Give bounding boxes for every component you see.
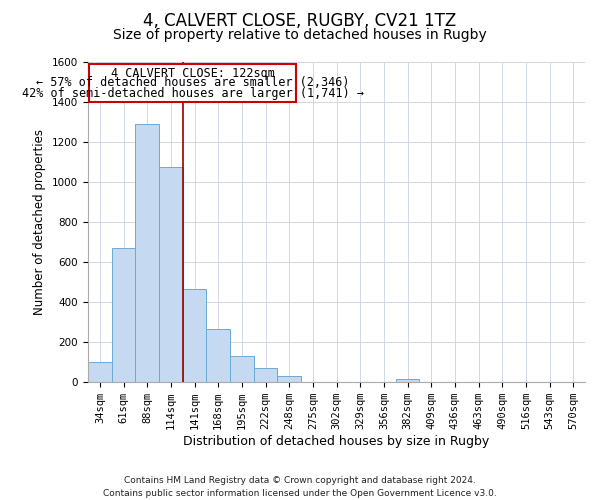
Bar xyxy=(230,356,254,382)
Y-axis label: Number of detached properties: Number of detached properties xyxy=(34,128,46,314)
FancyBboxPatch shape xyxy=(89,64,296,102)
Text: Contains HM Land Registry data © Crown copyright and database right 2024.
Contai: Contains HM Land Registry data © Crown c… xyxy=(103,476,497,498)
Text: 4 CALVERT CLOSE: 122sqm: 4 CALVERT CLOSE: 122sqm xyxy=(111,66,275,80)
Text: ← 57% of detached houses are smaller (2,346): ← 57% of detached houses are smaller (2,… xyxy=(36,76,349,89)
Bar xyxy=(254,368,277,382)
Bar xyxy=(182,288,206,382)
X-axis label: Distribution of detached houses by size in Rugby: Distribution of detached houses by size … xyxy=(184,434,490,448)
Text: 4, CALVERT CLOSE, RUGBY, CV21 1TZ: 4, CALVERT CLOSE, RUGBY, CV21 1TZ xyxy=(143,12,457,30)
Bar xyxy=(88,362,112,382)
Bar xyxy=(159,166,182,382)
Bar xyxy=(395,378,419,382)
Text: 42% of semi-detached houses are larger (1,741) →: 42% of semi-detached houses are larger (… xyxy=(22,86,364,100)
Bar xyxy=(112,248,136,382)
Text: Size of property relative to detached houses in Rugby: Size of property relative to detached ho… xyxy=(113,28,487,42)
Bar xyxy=(206,328,230,382)
Bar xyxy=(136,124,159,382)
Bar xyxy=(277,376,301,382)
